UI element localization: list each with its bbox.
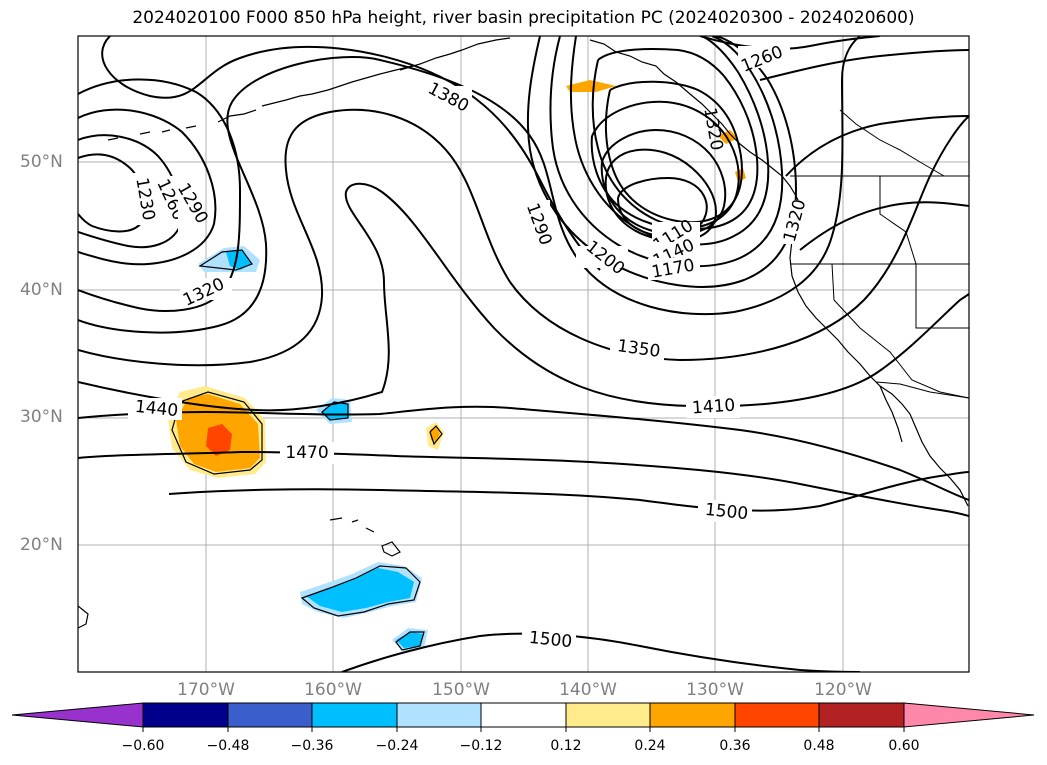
colorbar-segment [480,702,567,728]
colorbar-tick-label: −0.36 [290,738,334,754]
contour-outline-west-precip [171,391,263,475]
colorbar-segment [311,702,398,728]
contour-1290-ring [569,36,770,246]
colorbar-tick-label: −0.48 [206,738,250,754]
contour-east-1320 [785,115,969,177]
longitude-label: 140°W [559,680,617,700]
contour-label: 1440 [134,397,179,421]
alaska-southeast-coast [589,39,801,205]
baja-california [879,385,903,443]
contour-1320-ring [549,36,784,268]
contour-label: 1410 [691,396,736,419]
colorbar-tick-label: 0.24 [634,738,666,754]
contour-label: 1380 [425,79,473,117]
contour-1350-ring-1 [526,36,798,288]
map-title: 2024020100 F000 850 hPa height, river ba… [132,8,915,28]
colorbar-segment [227,702,313,728]
aleutian-islands [107,65,413,141]
contour-label: 1500 [528,628,573,652]
contour-1320-west [78,78,242,312]
island-south-2 [395,631,425,651]
contour-1110-ring [617,176,708,238]
latitude-label: 50°N [20,152,63,172]
height-contours [78,36,969,672]
province-border [839,109,945,177]
contour-1440 [78,405,969,501]
island-west [198,249,253,271]
longitude-label: 160°W [304,680,362,700]
contour-label: 1500 [704,500,749,524]
colorbar-tick-label: −0.60 [121,738,165,754]
colorbar-tick-label: 0.12 [550,738,582,754]
longitude-label: 130°W [686,680,744,700]
us-west-coast [789,203,969,507]
contour-1260-ring [591,48,759,230]
west-edge-coast [78,605,89,629]
island-3 [429,425,443,446]
contour-main-2 [78,108,969,367]
precip-negative-core-2 [322,402,348,420]
coastlines [78,37,969,651]
latitude-label: 40°N [20,280,63,300]
longitude-label: 170°W [177,680,235,700]
latitude-label: 20°N [20,535,63,555]
contour-1140-ring [604,148,718,242]
colorbar-segment [818,702,905,728]
colorbar-extend-high [903,702,1035,728]
longitude-label: 150°W [432,680,490,700]
contour-1500-a [168,471,969,512]
contour-1500-b [341,632,861,672]
colorbar-tick-label: −0.12 [459,738,503,754]
precip-negative-core-3 [306,568,414,612]
colorbar-extend-low [11,702,144,728]
colorbar-tick-label: −0.24 [375,738,419,754]
colorbar-segment [649,702,736,728]
us-mexico-border [875,381,969,399]
contour-1470 [78,450,969,517]
longitude-label: 120°W [814,680,872,700]
contour-1410 [78,182,969,412]
contour-east-1350 [799,201,969,251]
precip-negative-core-4 [396,632,424,648]
colorbar-segment [396,702,482,728]
colorbar-tick-label: 0.60 [888,738,920,754]
precip-positive-small-2 [566,80,616,92]
gridlines [78,36,969,672]
contour-labels: 1230 1260 1290 1320 1380 1290 1200 1110 … [128,42,810,652]
latitude-label: 30°N [20,407,63,427]
contour-1380 [101,36,601,271]
contour-label: 1320 [699,106,726,152]
contour-1290-west [78,108,217,266]
contour-main-1 [78,36,861,334]
colorbar-tick-label: 0.36 [719,738,751,754]
island-chain-south [300,565,421,617]
colorbar [11,702,1035,732]
contour-1200-ring [590,100,740,230]
colorbar-segment [565,702,651,728]
alaska-peninsula [399,37,511,71]
colorbar-segment [734,702,820,728]
hawaiian-islands [329,517,401,557]
contour-label: 1470 [285,443,328,463]
contour-east-1260 [699,36,881,50]
contour-east-1290 [759,49,969,81]
colorbar-tick-label: 0.48 [803,738,835,754]
colorbar-segment [142,702,229,728]
map-frame [77,35,970,673]
state-border-3 [831,263,969,399]
precip-strong-core-west [206,424,232,456]
